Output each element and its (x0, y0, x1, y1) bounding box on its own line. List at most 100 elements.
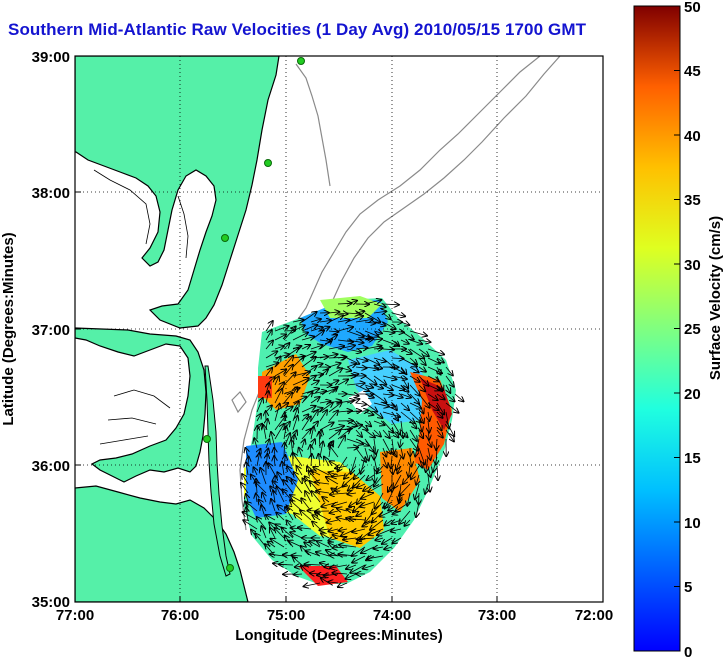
velocity-arrow (293, 453, 303, 467)
velocity-arrow (330, 556, 348, 557)
velocity-arrow (437, 366, 441, 375)
velocity-arrow (400, 411, 415, 423)
colorbar-tick: 10 (684, 515, 701, 532)
velocity-arrow (347, 493, 357, 494)
colorbar-tick: 5 (684, 579, 692, 596)
velocity-arrow (348, 483, 357, 491)
velocity-arrow (328, 331, 338, 332)
velocity-arrow (382, 312, 391, 319)
velocity-arrow (399, 492, 401, 503)
velocity-arrow (445, 429, 454, 441)
velocity-arrows (241, 300, 464, 587)
velocity-arrow (283, 343, 289, 350)
velocity-arrow (346, 411, 361, 412)
hf-radar-stations (203, 57, 305, 572)
velocity-arrow (292, 416, 298, 431)
y-axis: 39:00 38:00 37:00 36:00 35:00 Latitude (… (0, 49, 81, 611)
velocity-arrow (409, 393, 419, 404)
velocity-arrow (282, 462, 284, 476)
velocity-arrow (316, 552, 330, 557)
velocity-arrow (393, 511, 402, 514)
velocity-arrow (328, 315, 343, 323)
velocity-arrow (265, 368, 272, 377)
velocity-arrow (339, 529, 348, 531)
velocity-arrow (301, 429, 311, 440)
velocity-arrow (304, 583, 321, 586)
velocity-arrow (364, 394, 374, 398)
y-tick-label: 39:00 (32, 49, 70, 66)
velocity-arrow (366, 474, 375, 480)
velocity-arrow (347, 509, 357, 511)
velocity-arrow (304, 564, 321, 565)
velocity-arrow (271, 539, 285, 548)
velocity-arrow (313, 467, 330, 476)
bathymetry-contours (231, 56, 561, 531)
velocity-arrow (243, 520, 258, 530)
velocity-arrow (283, 480, 294, 494)
velocity-arrow (400, 394, 411, 398)
velocity-arrow (274, 456, 275, 467)
velocity-arrow (328, 529, 339, 531)
velocity-arrow (265, 341, 273, 350)
velocity-arrow (373, 339, 382, 340)
velocity-arrow (355, 429, 362, 437)
velocity-arrow (275, 528, 285, 539)
velocity-arrow (391, 313, 405, 316)
velocity-arrow (392, 537, 402, 543)
velocity-arrow (319, 454, 321, 467)
velocity-arrow (445, 402, 459, 413)
velocity-arrow (355, 348, 368, 349)
velocity-arrow (346, 340, 364, 343)
velocity-arrow (274, 346, 284, 349)
velocity-arrow (328, 430, 341, 440)
velocity-arrow (373, 411, 383, 418)
map-title: Southern Mid-Atlantic Raw Velocities (1 … (8, 20, 587, 39)
colorbar-tick: 45 (684, 63, 701, 80)
velocity-arrow (391, 520, 402, 524)
colorbar-tick: 30 (684, 257, 701, 274)
velocity-arrow (292, 333, 308, 341)
velocity-arrow (418, 375, 429, 386)
velocity-arrow (268, 463, 276, 476)
velocity-arrow (425, 483, 428, 494)
velocity-arrow (361, 492, 375, 499)
velocity-arrow (310, 345, 323, 349)
velocity-arrow (310, 381, 319, 385)
velocity-arrow (346, 316, 363, 323)
velocity-arrow (409, 366, 419, 372)
velocity-arrow (328, 411, 338, 422)
velocity-arrow (409, 429, 417, 441)
velocity-arrow (436, 429, 443, 438)
velocity-arrow (297, 466, 303, 476)
velocity-arrow (373, 304, 386, 307)
velocity-arrow (355, 403, 366, 404)
velocity-arrow (346, 420, 357, 426)
velocity-arrow (409, 375, 420, 382)
velocity-arrow (283, 356, 293, 368)
velocity-arrow (352, 529, 366, 532)
colorbar-tick: 50 (684, 0, 701, 16)
velocity-arrow (428, 429, 429, 440)
velocity-arrow (377, 465, 384, 473)
velocity-arrow (301, 345, 310, 349)
velocity-arrow (242, 474, 249, 485)
velocity-arrow (271, 499, 275, 512)
velocity-arrow (316, 491, 330, 493)
velocity-arrow (418, 402, 424, 413)
velocity-arrow (319, 370, 328, 377)
velocity-arrow (301, 406, 316, 413)
velocity-arrow (332, 475, 348, 477)
velocity-arrow (337, 379, 348, 386)
velocity-arrow (415, 483, 420, 499)
y-axis-title: Latitude (Degrees:Minutes) (0, 232, 17, 425)
velocity-arrow (418, 393, 430, 408)
velocity-arrow (310, 319, 321, 322)
velocity-arrow (293, 387, 297, 395)
velocity-arrow (391, 339, 399, 346)
velocity-arrow (409, 402, 421, 408)
velocity-arrow (394, 474, 402, 488)
velocity-arrow (400, 348, 412, 354)
velocity-arrow (419, 420, 422, 432)
velocity-arrow (382, 384, 393, 390)
velocity-arrow (349, 502, 357, 507)
